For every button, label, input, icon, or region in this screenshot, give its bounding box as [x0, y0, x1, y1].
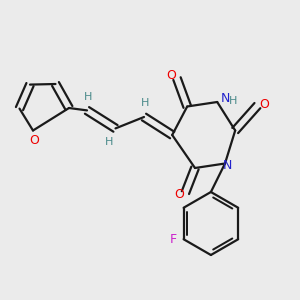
- Text: H: H: [84, 92, 93, 102]
- Text: N: N: [220, 92, 230, 105]
- Text: N: N: [223, 159, 232, 172]
- Text: O: O: [259, 98, 269, 111]
- Text: H: H: [229, 96, 238, 106]
- Text: H: H: [141, 98, 149, 108]
- Text: O: O: [29, 134, 39, 147]
- Text: H: H: [105, 137, 114, 147]
- Text: O: O: [174, 188, 184, 202]
- Text: O: O: [166, 69, 176, 82]
- Text: F: F: [170, 233, 177, 246]
